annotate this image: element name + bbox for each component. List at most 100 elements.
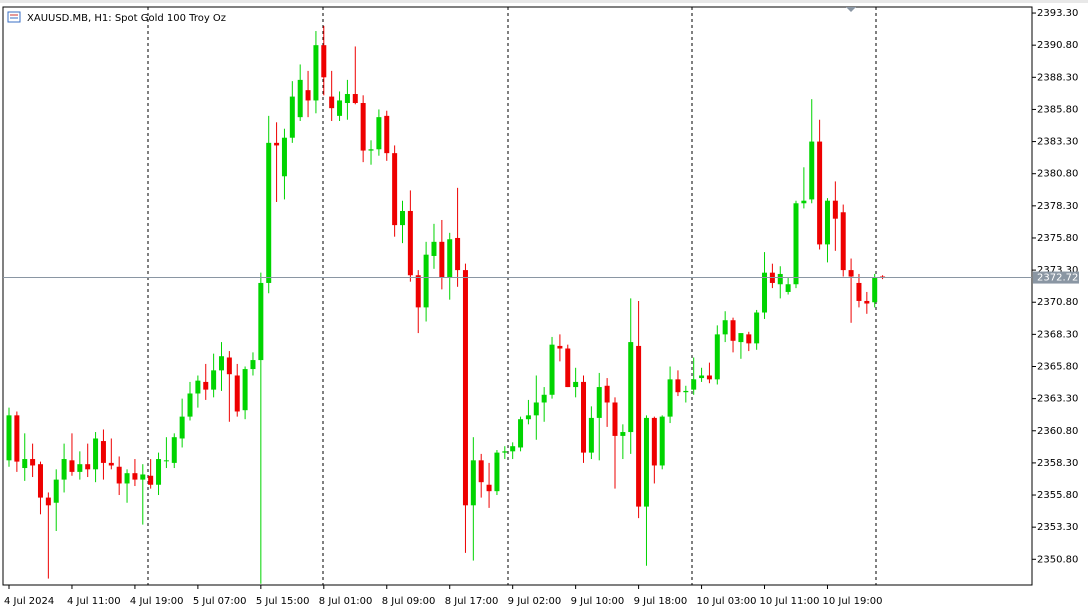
candle-body <box>124 473 130 484</box>
candle-body <box>754 312 760 344</box>
candle-body <box>187 393 193 417</box>
y-tick-label: 2373.30 <box>1037 265 1078 276</box>
candle-body <box>864 300 870 304</box>
candle-body <box>148 475 154 485</box>
candle-body <box>85 464 91 470</box>
x-tick-label: 10 Jul 03:00 <box>697 596 757 607</box>
candle-body <box>14 415 20 462</box>
candle-body <box>250 360 256 370</box>
candle-body <box>541 394 547 403</box>
y-tick-label: 2360.80 <box>1037 426 1078 437</box>
candle-body <box>777 273 783 285</box>
y-tick-label: 2378.30 <box>1037 201 1078 212</box>
candle-body <box>667 379 673 417</box>
y-tick-label: 2393.30 <box>1037 8 1078 19</box>
candle-body <box>494 452 500 492</box>
symbol-icon <box>7 11 21 23</box>
candle-body <box>557 345 563 349</box>
candle-body <box>730 320 736 341</box>
candle-body <box>392 153 398 226</box>
plot-frame <box>2 6 1033 586</box>
candle-body <box>132 473 138 480</box>
candle-body <box>30 459 36 466</box>
candle-body <box>588 417 594 453</box>
candle-body <box>793 203 799 285</box>
candle-body <box>156 459 162 485</box>
candle-body <box>423 254 429 308</box>
candle-body <box>6 415 12 461</box>
candle-body <box>817 141 823 245</box>
candle-body <box>699 375 705 379</box>
candle-body <box>840 212 846 271</box>
candle-body <box>140 474 146 480</box>
x-tick-label: 4 Jul 11:00 <box>67 596 121 607</box>
candle-body <box>596 387 602 418</box>
y-tick-label: 2353.30 <box>1037 522 1078 533</box>
candle-body <box>651 417 657 466</box>
y-tick-label: 2363.30 <box>1037 394 1078 405</box>
x-tick-label: 5 Jul 07:00 <box>193 596 247 607</box>
candle-body <box>195 380 201 394</box>
candle-body <box>171 437 177 463</box>
x-tick-label: 4 Jul 2024 <box>4 596 54 607</box>
candle-body <box>518 419 524 448</box>
candle-body <box>659 416 665 466</box>
candle-body <box>218 356 224 371</box>
candle-body <box>108 462 114 466</box>
candle-body <box>675 379 681 393</box>
candle-body <box>856 282 862 301</box>
candle-body <box>746 334 752 344</box>
candle-body <box>872 277 878 303</box>
chart-title: XAUUSD.MB, H1: Spot Gold 100 Troy Oz <box>27 13 226 24</box>
toolbar-strip <box>0 0 1088 3</box>
y-tick-label: 2368.30 <box>1037 329 1078 340</box>
candle-body <box>525 415 531 420</box>
candle-body <box>683 390 689 393</box>
x-tick-label: 10 Jul 19:00 <box>822 596 882 607</box>
candle-body <box>400 210 405 226</box>
candle-body <box>478 460 484 483</box>
candle-body <box>612 402 618 436</box>
candle-body <box>384 115 390 154</box>
candle-body <box>407 210 413 276</box>
candle-body <box>274 142 280 146</box>
candle-body <box>447 239 453 278</box>
candle-body <box>242 369 248 411</box>
x-tick-label: 5 Jul 15:00 <box>256 596 310 607</box>
candle-body <box>53 479 59 503</box>
candle-body <box>714 334 720 380</box>
y-tick-label: 2350.80 <box>1037 554 1078 565</box>
candle-body <box>738 333 744 343</box>
candle-body <box>321 45 327 78</box>
candle-body <box>77 464 83 472</box>
y-tick-label: 2380.80 <box>1037 169 1078 180</box>
candle-body <box>297 79 303 118</box>
candle-body <box>533 402 539 416</box>
x-tick-label: 8 Jul 17:00 <box>445 596 499 607</box>
y-tick-label: 2365.80 <box>1037 361 1078 372</box>
candle-body <box>281 137 287 177</box>
candle-body <box>439 241 445 278</box>
candle-body <box>344 94 350 104</box>
candle-body <box>226 357 232 375</box>
candle-body <box>163 460 169 462</box>
candle-body <box>289 96 295 138</box>
y-tick-label: 2383.30 <box>1037 137 1078 148</box>
candle-body <box>100 441 106 463</box>
candle-body <box>832 200 838 219</box>
candle-body <box>848 270 854 277</box>
candle-body <box>470 460 476 506</box>
candle-body <box>462 270 468 506</box>
x-tick-label: 8 Jul 01:00 <box>319 596 373 607</box>
candle-body <box>824 200 830 245</box>
candle-body <box>785 284 791 292</box>
candle-body <box>116 466 122 484</box>
candle-body <box>643 417 649 507</box>
candle-body <box>313 45 319 101</box>
candle-body <box>329 96 335 109</box>
candle-body <box>368 149 374 151</box>
candle-body <box>69 460 75 472</box>
candle-body <box>234 375 240 412</box>
y-tick-label: 2385.80 <box>1037 104 1078 115</box>
x-tick-label: 9 Jul 10:00 <box>571 596 625 607</box>
